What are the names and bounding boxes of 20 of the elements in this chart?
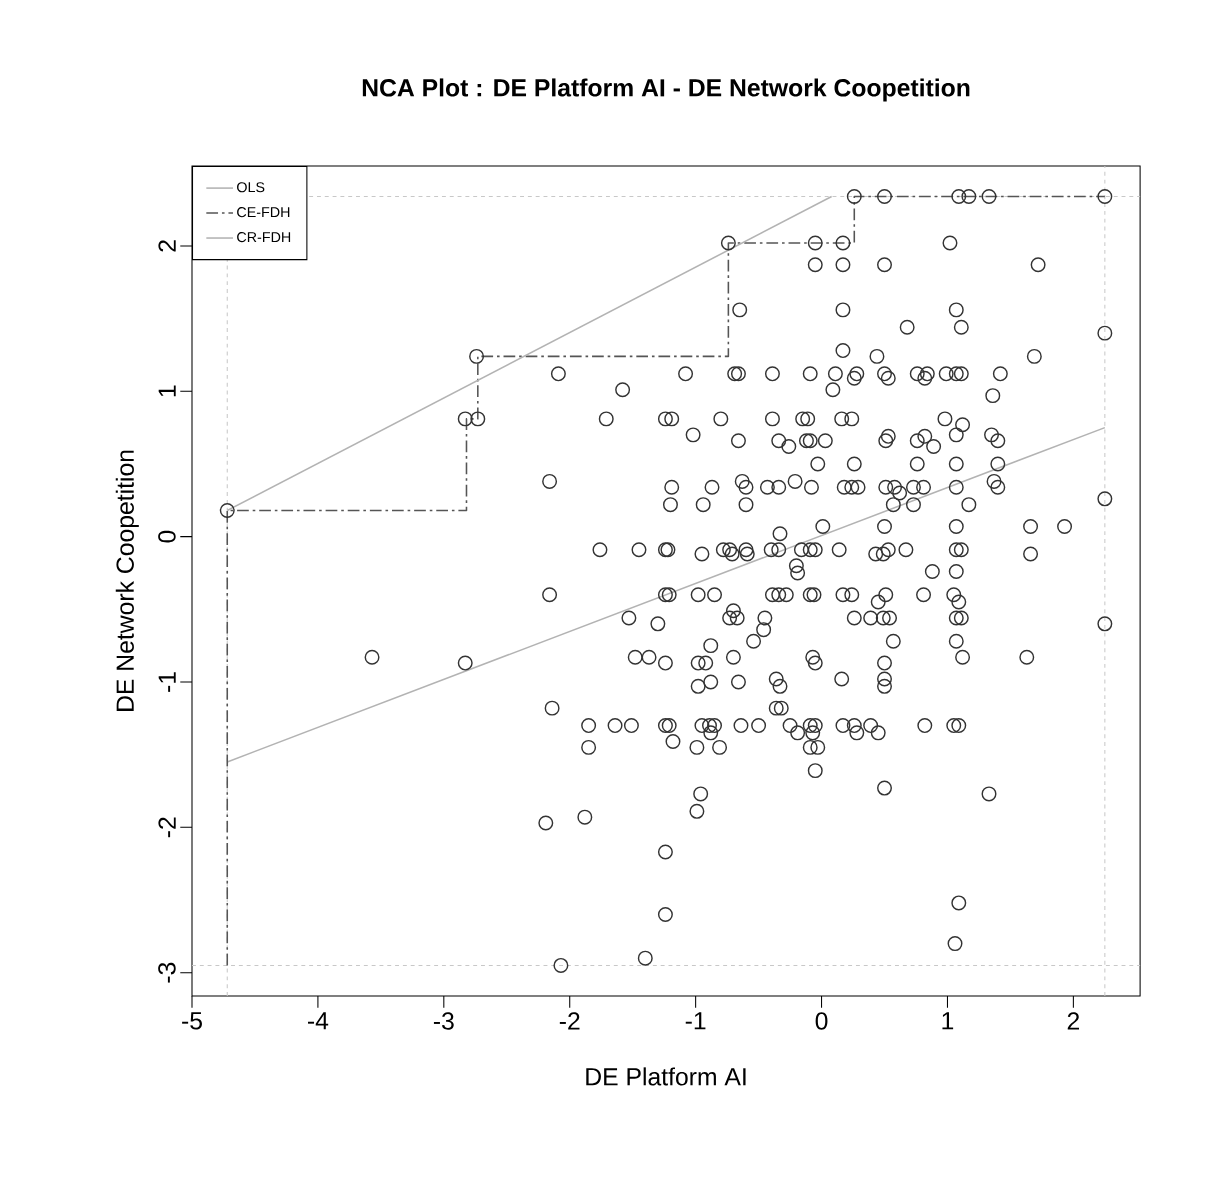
- y-axis-title: DE Network Coopetition: [115, 450, 139, 711]
- x-tick-label: -5: [182, 1012, 202, 1030]
- y-tick-label: 1: [158, 385, 176, 397]
- x-tick-label: -4: [308, 1012, 329, 1030]
- legend-label: OLS: [237, 181, 265, 193]
- y-tick-label: -2: [158, 817, 176, 838]
- x-tick-label: -3: [433, 1012, 454, 1030]
- y-tick-label: 0: [158, 530, 176, 543]
- x-tick-label: 1: [942, 1012, 954, 1030]
- x-tick-label: -2: [559, 1012, 580, 1030]
- legend-label: CR-FDH: [237, 231, 291, 243]
- x-tick-label: -1: [685, 1012, 706, 1030]
- x-axis-title: DE Platform AI: [586, 1067, 746, 1086]
- y-tick-label: -3: [158, 962, 176, 983]
- chart-title: NCA Plot : DE Platform AI - DE Network Coopetition: [362, 78, 970, 102]
- legend-label: CE-FDH: [237, 206, 290, 218]
- y-tick-label: -1: [158, 672, 176, 692]
- y-tick-label: 2: [158, 240, 176, 252]
- x-tick-label: 2: [1067, 1012, 1080, 1030]
- x-tick-label: 0: [815, 1012, 828, 1030]
